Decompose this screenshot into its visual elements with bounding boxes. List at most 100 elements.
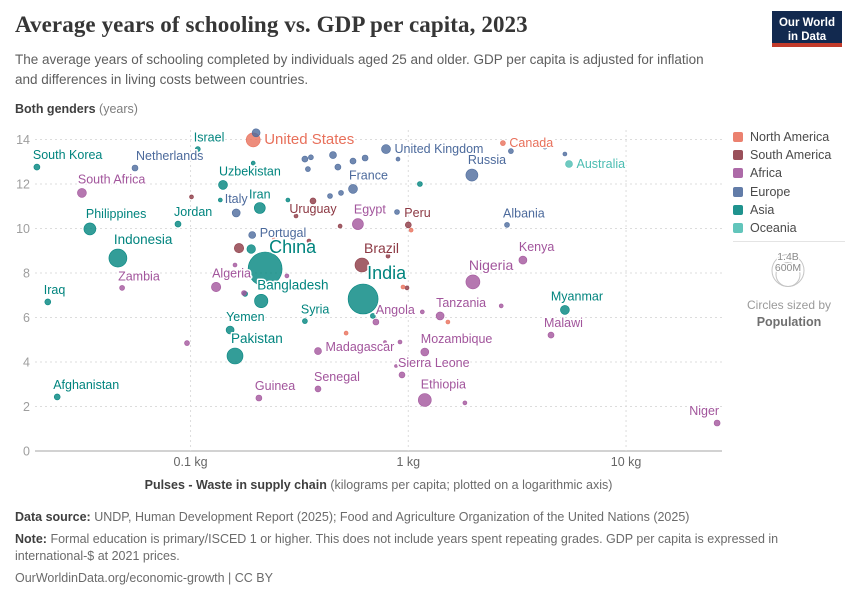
data-point-myanmar[interactable]: [560, 305, 570, 315]
data-point[interactable]: [349, 157, 357, 165]
country-label-israel[interactable]: Israel: [192, 129, 226, 146]
data-point[interactable]: [562, 151, 568, 157]
data-point[interactable]: [246, 244, 256, 254]
data-point[interactable]: [309, 247, 316, 253]
country-label-iraq[interactable]: Iraq: [42, 281, 67, 298]
data-point[interactable]: [397, 339, 403, 345]
country-label-syria[interactable]: Syria: [299, 301, 331, 318]
data-point-niger[interactable]: [713, 419, 721, 427]
country-label-sierra-leone[interactable]: Sierra Leone: [397, 354, 472, 371]
country-label-bangladesh[interactable]: Bangladesh: [256, 276, 330, 294]
data-point-yemen[interactable]: [225, 325, 235, 335]
data-point[interactable]: [306, 238, 312, 244]
data-point-france[interactable]: [348, 184, 358, 194]
country-label-canada[interactable]: Canada: [508, 135, 555, 152]
data-point[interactable]: [400, 284, 406, 290]
data-point[interactable]: [445, 319, 451, 325]
data-point-madagascar[interactable]: [314, 347, 322, 355]
country-label-india[interactable]: India: [366, 262, 409, 285]
data-point[interactable]: [218, 197, 223, 203]
data-point-philippines[interactable]: [83, 222, 97, 236]
data-point-israel[interactable]: [195, 146, 201, 152]
country-label-brazil[interactable]: Brazil: [363, 239, 401, 258]
country-label-south-korea[interactable]: South Korea: [31, 147, 104, 164]
data-point-south-africa[interactable]: [77, 188, 87, 198]
data-point-pakistan[interactable]: [226, 347, 244, 365]
data-point[interactable]: [251, 128, 261, 138]
data-point-guinea[interactable]: [255, 394, 263, 402]
data-point[interactable]: [404, 285, 410, 291]
country-label-nigeria[interactable]: Nigeria: [467, 255, 515, 274]
data-point[interactable]: [232, 262, 238, 268]
data-point[interactable]: [334, 163, 342, 171]
country-label-pakistan[interactable]: Pakistan: [230, 330, 285, 348]
data-point-russia[interactable]: [465, 168, 479, 182]
data-point-angola[interactable]: [372, 318, 380, 326]
country-label-russia[interactable]: Russia: [466, 152, 507, 169]
owid-logo[interactable]: Our World in Data: [772, 11, 842, 47]
legend-item-africa[interactable]: Africa: [733, 164, 845, 182]
data-point[interactable]: [361, 154, 369, 162]
data-point-albania[interactable]: [504, 222, 510, 228]
data-point[interactable]: [337, 223, 343, 229]
data-point[interactable]: [272, 236, 278, 242]
data-point-portugal[interactable]: [248, 231, 256, 239]
data-point[interactable]: [189, 194, 194, 200]
data-point[interactable]: [329, 151, 337, 159]
country-label-malawi[interactable]: Malawi: [543, 315, 585, 332]
data-point[interactable]: [383, 340, 387, 344]
data-point[interactable]: [394, 209, 400, 215]
data-point-malawi[interactable]: [547, 331, 555, 339]
data-point[interactable]: [343, 330, 349, 336]
country-label-ethiopia[interactable]: Ethiopia: [419, 376, 467, 393]
data-point-tanzania[interactable]: [435, 311, 445, 321]
legend-item-europe[interactable]: Europe: [733, 183, 845, 201]
country-label-portugal[interactable]: Portugal: [258, 225, 308, 242]
country-label-egypt[interactable]: Egypt: [352, 201, 387, 218]
country-label-mozambique[interactable]: Mozambique: [419, 331, 494, 348]
data-point-senegal[interactable]: [314, 385, 322, 393]
data-point[interactable]: [417, 181, 423, 187]
data-point-iraq[interactable]: [44, 298, 52, 306]
country-label-united-states[interactable]: United States: [263, 129, 356, 149]
country-label-netherlands[interactable]: Netherlands: [135, 148, 205, 165]
country-label-australia[interactable]: Australia: [575, 156, 627, 173]
data-point-algeria[interactable]: [211, 281, 222, 292]
data-point-indonesia[interactable]: [108, 248, 128, 268]
data-point-india[interactable]: [347, 283, 379, 315]
data-point-south-korea[interactable]: [33, 163, 41, 171]
citation-link[interactable]: OurWorldinData.org/economic-growth | CC …: [15, 570, 273, 585]
country-label-philippines[interactable]: Philippines: [84, 205, 147, 222]
data-point-australia[interactable]: [565, 160, 573, 168]
country-label-angola[interactable]: Angola: [374, 302, 416, 319]
data-point-nigeria[interactable]: [465, 274, 481, 290]
country-label-indonesia[interactable]: Indonesia: [112, 231, 174, 249]
data-point-netherlands[interactable]: [131, 164, 139, 172]
country-label-peru[interactable]: Peru: [403, 204, 432, 221]
data-point[interactable]: [462, 400, 468, 406]
data-point[interactable]: [338, 190, 344, 196]
country-label-myanmar[interactable]: Myanmar: [549, 288, 604, 305]
data-point[interactable]: [293, 213, 299, 219]
data-point-jordan[interactable]: [174, 220, 182, 228]
data-point-canada[interactable]: [500, 140, 506, 146]
country-label-france[interactable]: France: [348, 167, 390, 184]
country-label-algeria[interactable]: Algeria: [211, 265, 253, 282]
country-label-zambia[interactable]: Zambia: [117, 268, 162, 285]
data-point-italy[interactable]: [231, 208, 241, 218]
data-point-united-kingdom[interactable]: [381, 144, 391, 154]
data-point[interactable]: [285, 197, 291, 203]
data-point[interactable]: [234, 243, 245, 254]
data-point-brazil[interactable]: [354, 257, 370, 273]
data-point[interactable]: [395, 156, 401, 162]
country-label-kenya[interactable]: Kenya: [517, 239, 555, 256]
country-label-china[interactable]: China: [268, 236, 319, 259]
data-point[interactable]: [327, 193, 333, 199]
country-label-tanzania[interactable]: Tanzania: [435, 294, 488, 311]
data-point-sierra-leone[interactable]: [398, 371, 406, 379]
data-point-uzbekistan[interactable]: [218, 180, 228, 190]
data-point-iran[interactable]: [253, 202, 266, 214]
data-point[interactable]: [370, 313, 376, 319]
data-point[interactable]: [308, 154, 314, 161]
data-point[interactable]: [301, 155, 309, 163]
